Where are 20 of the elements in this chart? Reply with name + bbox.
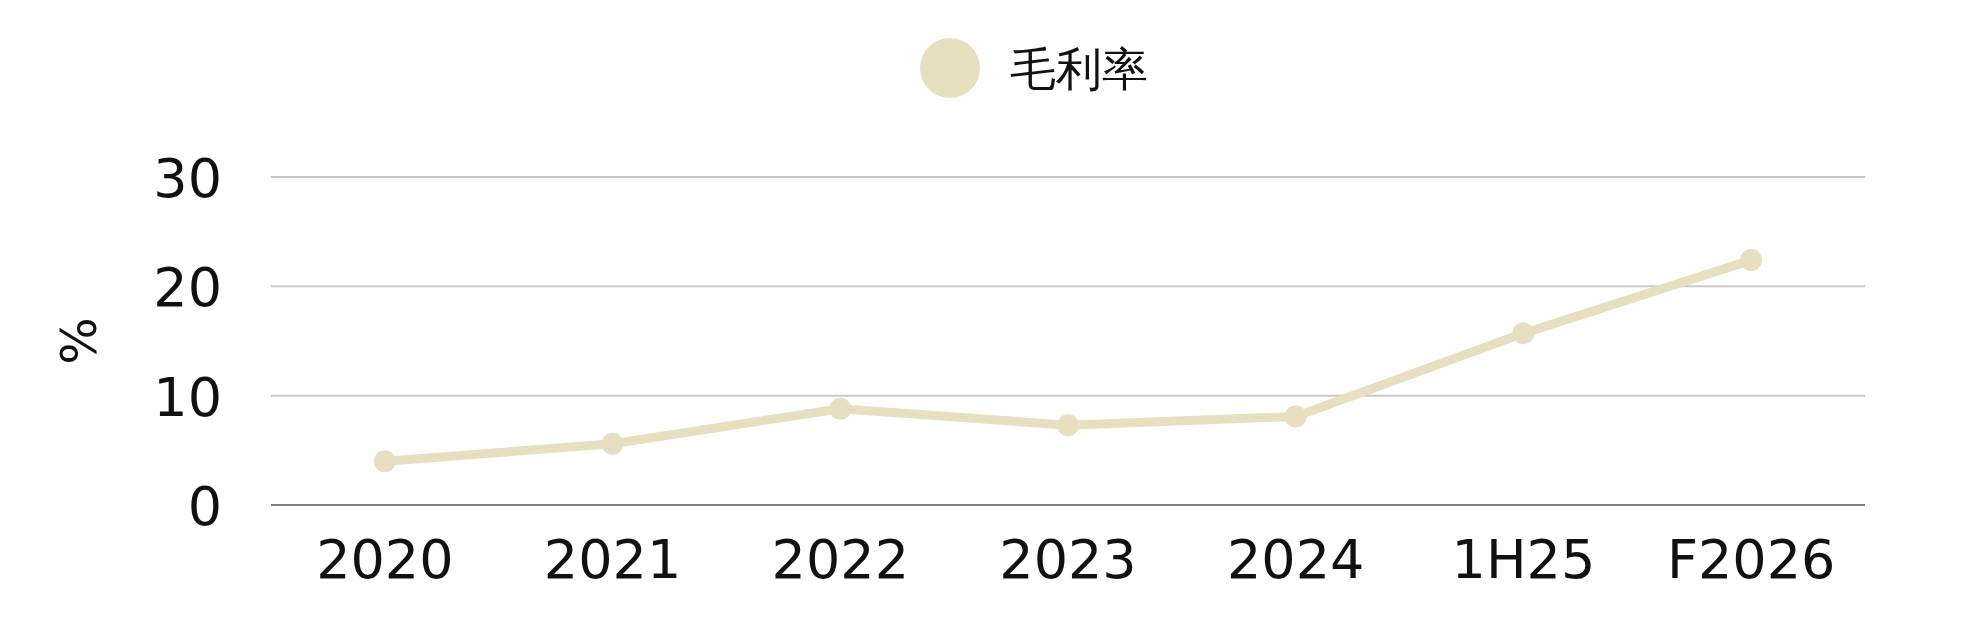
y-tick-label: 30 xyxy=(153,147,222,210)
point xyxy=(829,397,852,420)
y-tick-label: 10 xyxy=(153,365,222,429)
x-tick-label: 2024 xyxy=(1227,528,1365,591)
point xyxy=(1740,249,1763,272)
x-tick-label: 2021 xyxy=(543,528,682,591)
legend-label: 毛利率 xyxy=(1010,42,1148,96)
point xyxy=(1057,414,1079,437)
x-tick-label: 2023 xyxy=(999,528,1137,591)
x-tick-label: 1H25 xyxy=(1451,528,1596,591)
y-tick-label: 20 xyxy=(153,256,222,320)
point xyxy=(373,450,396,473)
y-tick-label: 0 xyxy=(187,475,222,538)
point xyxy=(601,432,624,455)
point xyxy=(1284,405,1307,428)
point xyxy=(1512,322,1535,345)
x-tick-label: F2026 xyxy=(1666,528,1836,591)
x-tick-label: 2022 xyxy=(771,528,909,591)
y-axis-title: % xyxy=(50,317,108,365)
x-tick-label: 2020 xyxy=(316,528,454,591)
